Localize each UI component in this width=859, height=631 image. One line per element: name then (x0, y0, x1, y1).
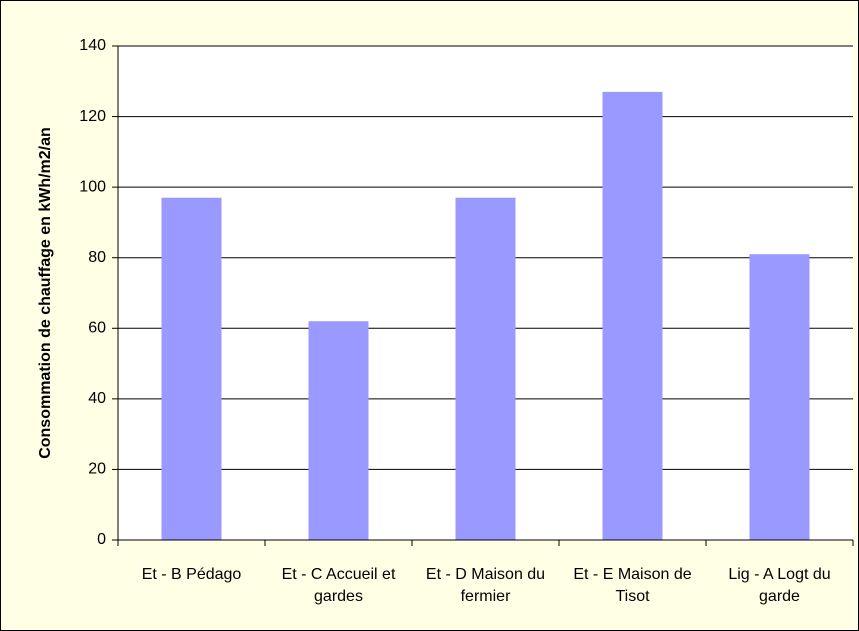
x-tick-label: Lig - A Logt du garde (728, 566, 831, 605)
y-tick-label: 60 (88, 320, 106, 337)
y-axis-title: Consommation de chauffage en kWh/m2/an (37, 127, 54, 459)
x-tick-label: Et - B Pédago (141, 566, 242, 583)
x-tick-label: Et - D Maison du fermier (425, 566, 546, 605)
bar (308, 321, 369, 540)
y-tick-label: 140 (79, 37, 106, 54)
y-tick-label: 120 (79, 108, 106, 125)
bar (455, 197, 516, 540)
bar (602, 91, 663, 540)
bar (749, 254, 810, 540)
y-tick-label: 20 (88, 461, 106, 478)
y-tick-label: 0 (97, 531, 106, 548)
x-tick-label: Et - E Maison de Tisot (573, 566, 692, 605)
y-tick-label: 40 (88, 390, 106, 407)
x-tick-label: Et - C Accueil et gardes (281, 566, 396, 605)
y-tick-label: 80 (88, 249, 106, 266)
y-tick-label: 100 (79, 178, 106, 195)
bar (161, 197, 222, 540)
